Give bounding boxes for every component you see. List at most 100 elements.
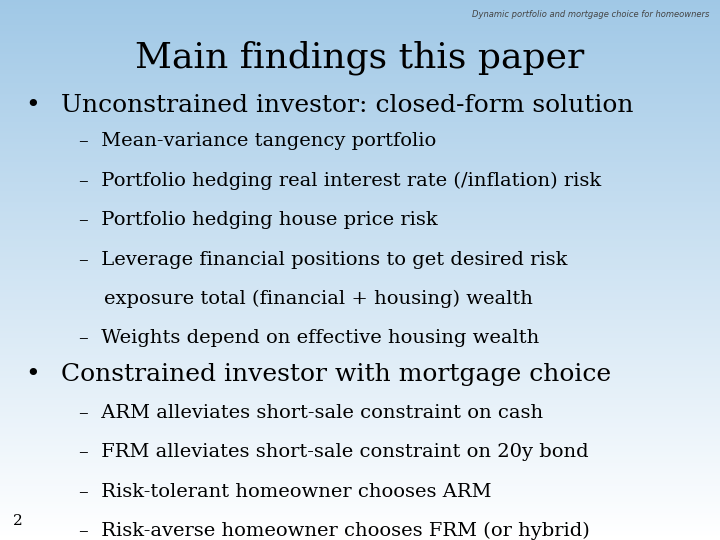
Bar	[0, 295, 720, 297]
Bar	[0, 123, 720, 124]
Bar	[0, 232, 720, 234]
Bar	[0, 153, 720, 155]
Bar	[0, 173, 720, 174]
Bar	[0, 31, 720, 32]
Bar	[0, 72, 720, 74]
Text: Dynamic portfolio and mortgage choice for homeowners: Dynamic portfolio and mortgage choice fo…	[472, 10, 709, 19]
Bar	[0, 162, 720, 164]
Bar	[0, 266, 720, 268]
Bar	[0, 479, 720, 481]
Bar	[0, 304, 720, 306]
Bar	[0, 513, 720, 515]
Bar	[0, 139, 720, 140]
Bar	[0, 380, 720, 382]
Bar	[0, 290, 720, 292]
Bar	[0, 187, 720, 189]
Bar	[0, 306, 720, 308]
Bar	[0, 214, 720, 216]
Bar	[0, 137, 720, 139]
Bar	[0, 277, 720, 279]
Text: Main findings this paper: Main findings this paper	[135, 40, 585, 75]
Bar	[0, 275, 720, 277]
Bar	[0, 339, 720, 340]
Bar	[0, 282, 720, 285]
Bar	[0, 56, 720, 58]
Bar	[0, 410, 720, 412]
Bar	[0, 385, 720, 387]
Bar	[0, 32, 720, 34]
Bar	[0, 425, 720, 427]
Bar	[0, 502, 720, 504]
Bar	[0, 164, 720, 166]
Bar	[0, 328, 720, 329]
Bar	[0, 342, 720, 344]
Bar	[0, 185, 720, 187]
Bar	[0, 315, 720, 317]
Bar	[0, 383, 720, 385]
Bar	[0, 250, 720, 252]
Bar	[0, 247, 720, 248]
Bar	[0, 529, 720, 531]
Bar	[0, 20, 720, 22]
Bar	[0, 198, 720, 200]
Bar	[0, 373, 720, 374]
Bar	[0, 420, 720, 421]
Bar	[0, 313, 720, 315]
Bar	[0, 491, 720, 493]
Bar	[0, 86, 720, 88]
Bar	[0, 274, 720, 275]
Bar	[0, 23, 720, 25]
Bar	[0, 108, 720, 110]
Text: Unconstrained investor: closed-form solution: Unconstrained investor: closed-form solu…	[61, 94, 634, 118]
Bar	[0, 475, 720, 477]
Bar	[0, 12, 720, 15]
Bar	[0, 508, 720, 509]
Bar	[0, 531, 720, 533]
Bar	[0, 463, 720, 464]
Bar	[0, 243, 720, 245]
Bar	[0, 301, 720, 302]
Bar	[0, 135, 720, 137]
Bar	[0, 209, 720, 211]
Bar	[0, 470, 720, 471]
Bar	[0, 427, 720, 428]
Bar	[0, 322, 720, 324]
Bar	[0, 367, 720, 369]
Bar	[0, 363, 720, 366]
Bar	[0, 344, 720, 346]
Bar	[0, 416, 720, 417]
Bar	[0, 200, 720, 201]
Bar	[0, 147, 720, 150]
Bar	[0, 155, 720, 157]
Bar	[0, 216, 720, 218]
Bar	[0, 439, 720, 441]
Bar	[0, 340, 720, 342]
Bar	[0, 144, 720, 146]
Bar	[0, 292, 720, 293]
Bar	[0, 281, 720, 282]
Bar	[0, 522, 720, 524]
Text: –  Leverage financial positions to get desired risk: – Leverage financial positions to get de…	[79, 251, 567, 268]
Bar	[0, 459, 720, 461]
Bar	[0, 437, 720, 439]
Bar	[0, 528, 720, 529]
Bar	[0, 4, 720, 5]
Bar	[0, 405, 720, 407]
Bar	[0, 167, 720, 169]
Bar	[0, 178, 720, 180]
Bar	[0, 43, 720, 45]
Bar	[0, 113, 720, 115]
Bar	[0, 518, 720, 520]
Bar	[0, 329, 720, 331]
Text: –  Portfolio hedging real interest rate (/inflation) risk: – Portfolio hedging real interest rate (…	[79, 172, 601, 190]
Bar	[0, 452, 720, 454]
Bar	[0, 279, 720, 281]
Bar	[0, 22, 720, 23]
Text: –  Risk-averse homeowner chooses FRM (or hybrid): – Risk-averse homeowner chooses FRM (or …	[79, 522, 590, 540]
Bar	[0, 174, 720, 177]
Bar	[0, 320, 720, 322]
Bar	[0, 47, 720, 49]
Bar	[0, 18, 720, 20]
Bar	[0, 488, 720, 490]
Bar	[0, 76, 720, 77]
